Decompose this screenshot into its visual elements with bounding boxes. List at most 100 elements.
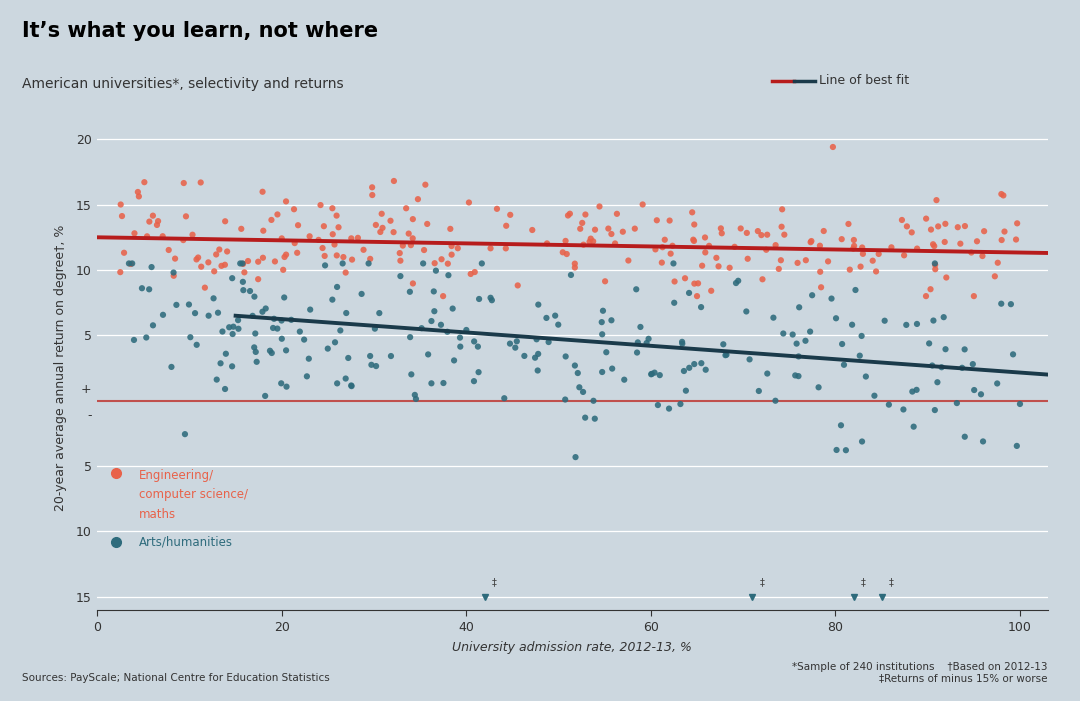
Point [234,258,252,269]
Point [247,346,265,358]
Point [581,236,598,247]
Point [712,223,729,234]
Point [192,177,210,188]
Point [382,215,400,226]
Point [824,142,841,153]
Point [163,361,180,372]
Point [246,328,264,339]
Point [246,291,264,302]
Text: Engineering/: Engineering/ [138,469,214,482]
Point [154,231,172,242]
Point [473,258,490,269]
Point [224,361,241,372]
Point [278,196,295,207]
Point [664,240,681,252]
Point [254,186,271,198]
Point [846,234,863,245]
Point [853,436,870,447]
Point [840,218,858,229]
Point [754,273,771,285]
Point [882,242,900,253]
Point [442,223,459,234]
Point [404,278,421,289]
Point [224,329,241,340]
Point [272,378,289,389]
Text: maths: maths [138,508,176,521]
Point [571,223,589,234]
Point [366,323,383,334]
Point [131,191,148,202]
Point [213,260,230,271]
Point [812,282,829,293]
Point [422,315,440,327]
Point [197,282,214,293]
Point [894,404,912,415]
Text: ‡: ‡ [759,578,765,587]
Point [929,376,946,388]
Point [703,285,720,297]
Point [249,256,267,267]
Point [835,359,852,370]
Point [908,243,926,254]
Point [1009,440,1026,451]
Point [111,266,129,278]
Point [732,223,750,234]
Point [924,238,942,250]
Point [828,444,846,456]
Point [692,301,710,313]
Point [154,309,172,320]
Point [629,347,646,358]
Point [469,341,486,352]
Point [205,266,222,277]
Point [802,236,820,247]
Point [273,233,291,244]
Point [661,215,678,226]
Point [332,325,349,336]
Point [880,399,897,410]
Point [607,238,624,249]
Point [288,247,306,259]
Point [181,332,199,343]
Point [707,252,725,264]
Point [200,257,217,268]
Point [956,220,973,231]
Point [188,339,205,350]
Point [255,225,272,236]
Point [666,276,684,287]
Point [634,199,651,210]
Text: Sources: PayScale; National Centre for Education Statistics: Sources: PayScale; National Centre for E… [22,674,329,683]
Point [273,333,291,344]
Point [326,239,343,250]
Point [392,271,409,282]
Point [316,260,334,271]
Point [275,252,293,263]
Point [827,313,845,324]
Point [444,303,461,314]
Point [567,451,584,463]
Point [975,226,993,237]
Point [145,320,162,331]
Point [208,374,226,386]
Point [440,270,457,281]
Point [244,311,261,322]
Point [112,199,130,210]
Point [930,221,947,232]
Point [216,383,233,395]
Point [713,228,730,239]
Point [920,338,937,349]
Point [451,332,469,343]
Point [160,245,177,256]
Point [254,252,271,264]
Point [811,240,828,252]
Point [216,259,233,271]
Point [905,421,922,433]
Point [316,250,334,261]
Point [275,292,293,303]
Point [137,332,154,343]
Point [993,189,1010,200]
Point [386,175,403,186]
Point [864,255,881,266]
Point [374,222,391,233]
Point [823,293,840,304]
Point [586,224,604,236]
